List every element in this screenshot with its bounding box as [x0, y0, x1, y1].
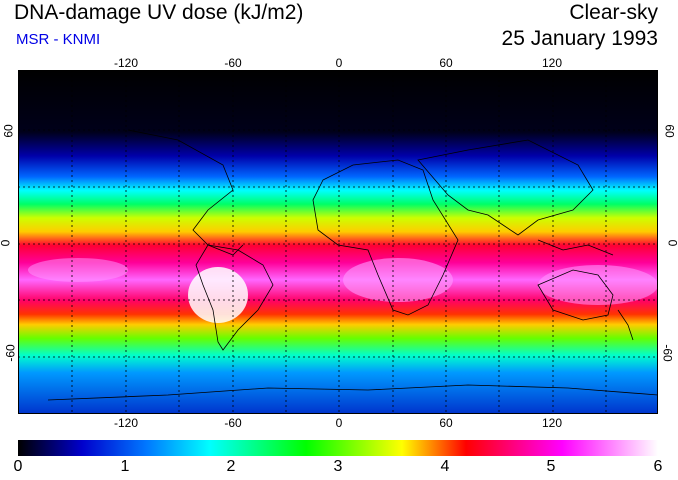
- lon-tick-bottom: 0: [335, 416, 343, 430]
- colorbar-label: 5: [546, 458, 556, 475]
- lon-tick-bottom: 120: [541, 416, 563, 430]
- map-frame: [18, 70, 658, 414]
- uv-dose-map: [18, 70, 658, 414]
- colorbar-label: 0: [13, 458, 23, 475]
- lon-tick-top: 60: [439, 56, 453, 70]
- lat-tick-right: 0: [666, 240, 678, 247]
- uv-hotspot-australia: [538, 265, 658, 305]
- date-label: 25 January 1993: [501, 27, 658, 50]
- lat-tick-left: 60: [1, 124, 16, 138]
- uv-hotspot-andes: [188, 267, 248, 323]
- colorbar-label: 2: [226, 458, 236, 475]
- source-label: MSR - KNMI: [16, 31, 101, 48]
- lon-tick-bottom: 60: [439, 416, 453, 430]
- uv-hotspot-pacific: [28, 258, 128, 282]
- graticule: [18, 70, 658, 414]
- lon-tick-top: 120: [541, 56, 563, 70]
- lon-tick-top: 0: [335, 56, 343, 70]
- coastlines: [47, 129, 658, 401]
- lat-tick-right: 60: [662, 124, 677, 138]
- lon-tick-top: -120: [113, 56, 139, 70]
- colorbar-label: 6: [653, 458, 663, 475]
- colorbar-label: 1: [120, 458, 130, 475]
- lat-tick-right: -60: [660, 344, 675, 362]
- map-title: DNA-damage UV dose (kJ/m2): [14, 1, 304, 24]
- colorbar-label: 3: [333, 458, 343, 475]
- lon-tick-top: -60: [224, 56, 242, 70]
- uv-hotspot-africa: [343, 258, 453, 302]
- colorbar-label: 4: [440, 458, 450, 475]
- colorbar: [18, 440, 658, 456]
- lon-tick-bottom: -60: [224, 416, 242, 430]
- lon-tick-bottom: -120: [113, 416, 139, 430]
- sky-condition-label: Clear-sky: [569, 1, 658, 24]
- lat-tick-left: 0: [0, 240, 12, 247]
- lat-tick-left: -60: [3, 344, 18, 362]
